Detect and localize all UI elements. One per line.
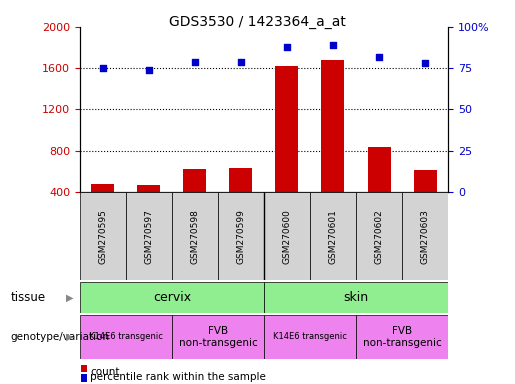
Bar xyxy=(276,66,299,192)
Text: GSM270598: GSM270598 xyxy=(191,209,199,263)
Text: ▶: ▶ xyxy=(66,293,73,303)
Bar xyxy=(356,192,402,280)
Text: GDS3530 / 1423364_a_at: GDS3530 / 1423364_a_at xyxy=(169,15,346,29)
Point xyxy=(191,58,199,65)
Bar xyxy=(264,192,310,280)
Bar xyxy=(264,315,356,359)
Text: percentile rank within the sample: percentile rank within the sample xyxy=(90,372,266,382)
Text: tissue: tissue xyxy=(10,291,45,304)
Bar xyxy=(356,315,448,359)
Text: K14E6 transgenic: K14E6 transgenic xyxy=(89,333,163,341)
Bar xyxy=(321,60,345,192)
Point xyxy=(375,53,383,60)
Bar xyxy=(126,192,172,280)
Text: FVB
non-transgenic: FVB non-transgenic xyxy=(363,326,441,348)
Text: GSM270602: GSM270602 xyxy=(374,209,384,263)
Text: GSM270600: GSM270600 xyxy=(282,209,291,263)
Bar xyxy=(229,168,252,192)
Bar xyxy=(138,185,160,192)
Bar xyxy=(172,192,218,280)
Text: GSM270595: GSM270595 xyxy=(98,209,107,263)
Bar xyxy=(81,374,87,382)
Text: count: count xyxy=(90,367,119,377)
Text: cervix: cervix xyxy=(153,291,191,304)
Point xyxy=(283,44,291,50)
Bar xyxy=(80,315,172,359)
Text: GSM270601: GSM270601 xyxy=(329,209,337,263)
Bar xyxy=(91,184,114,192)
Bar xyxy=(80,282,264,313)
Bar xyxy=(218,192,264,280)
Text: GSM270603: GSM270603 xyxy=(421,209,430,263)
Bar xyxy=(402,192,448,280)
Text: skin: skin xyxy=(344,291,369,304)
Point xyxy=(237,58,245,65)
Bar xyxy=(81,365,87,372)
Point xyxy=(99,65,107,71)
Text: ▶: ▶ xyxy=(66,332,73,342)
Point xyxy=(145,67,153,73)
Text: genotype/variation: genotype/variation xyxy=(10,332,109,342)
Text: GSM270597: GSM270597 xyxy=(144,209,153,263)
Bar xyxy=(80,192,126,280)
Point xyxy=(421,60,429,66)
Text: FVB
non-transgenic: FVB non-transgenic xyxy=(179,326,258,348)
Bar xyxy=(183,169,207,192)
Text: K14E6 transgenic: K14E6 transgenic xyxy=(273,333,347,341)
Bar xyxy=(368,147,390,192)
Point xyxy=(329,42,337,48)
Text: GSM270599: GSM270599 xyxy=(236,209,246,263)
Bar xyxy=(172,315,264,359)
Bar xyxy=(414,170,437,192)
Bar xyxy=(264,282,448,313)
Bar xyxy=(310,192,356,280)
